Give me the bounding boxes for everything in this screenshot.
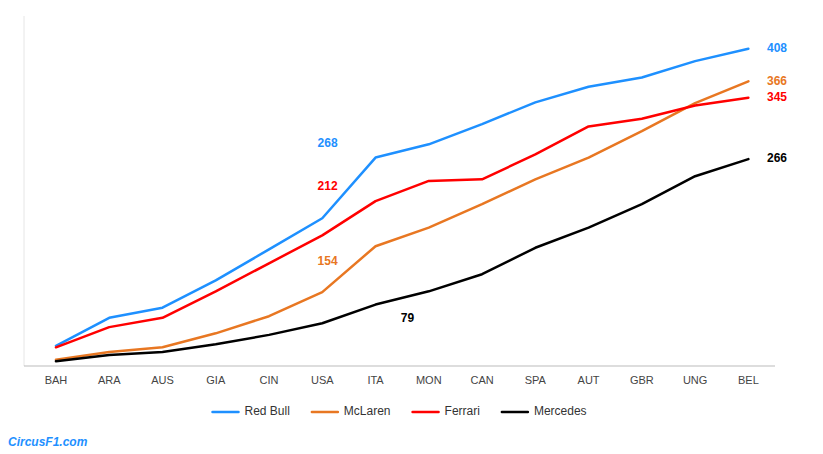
legend-swatch <box>413 411 439 414</box>
legend: Red Bull McLaren Ferrari Mercedes <box>213 404 587 418</box>
x-tick-label: GBR <box>630 374 654 386</box>
x-tick-label: AUT <box>578 374 600 386</box>
end-label: 408 <box>767 41 787 55</box>
x-tick-label: MON <box>416 374 442 386</box>
legend-swatch <box>213 411 239 414</box>
x-tick-label: SPA <box>525 374 547 386</box>
x-tick-label: ARA <box>98 374 121 386</box>
end-label: 345 <box>767 90 787 104</box>
legend-item: Mercedes <box>502 404 587 418</box>
legend-label: Red Bull <box>245 404 290 418</box>
y-axis-line <box>24 16 25 366</box>
x-tick-label: USA <box>311 374 334 386</box>
legend-label: Mercedes <box>534 404 587 418</box>
point-label: 154 <box>318 254 338 268</box>
legend-swatch <box>312 411 338 414</box>
legend-label: Ferrari <box>445 404 480 418</box>
legend-item: McLaren <box>312 404 391 418</box>
x-tick-label: CAN <box>470 374 493 386</box>
watermark: CircusF1.com <box>8 435 88 449</box>
x-tick-label: UNG <box>683 374 707 386</box>
series-line <box>56 159 748 361</box>
legend-swatch <box>502 411 528 414</box>
chart: BAH ARA AUS GIA CIN USA ITA MON CAN SPA AUT GBR UNG B… <box>0 0 823 454</box>
point-label: 79 <box>401 311 415 325</box>
point-label: 268 <box>318 136 338 150</box>
x-axis-line <box>24 366 775 367</box>
point-label: 212 <box>318 179 338 193</box>
series-line <box>56 98 748 348</box>
x-tick-label: BEL <box>738 374 759 386</box>
series-line <box>56 81 748 359</box>
x-tick-label: CIN <box>260 374 279 386</box>
legend-label: McLaren <box>344 404 391 418</box>
end-label: 366 <box>767 74 787 88</box>
x-tick-label: BAH <box>45 374 68 386</box>
x-tick-label: AUS <box>151 374 174 386</box>
x-tick-label: ITA <box>367 374 384 386</box>
legend-item: Red Bull <box>213 404 290 418</box>
end-label: 266 <box>767 151 787 165</box>
series-line <box>56 49 748 346</box>
legend-item: Ferrari <box>413 404 480 418</box>
x-tick-label: GIA <box>206 374 226 386</box>
